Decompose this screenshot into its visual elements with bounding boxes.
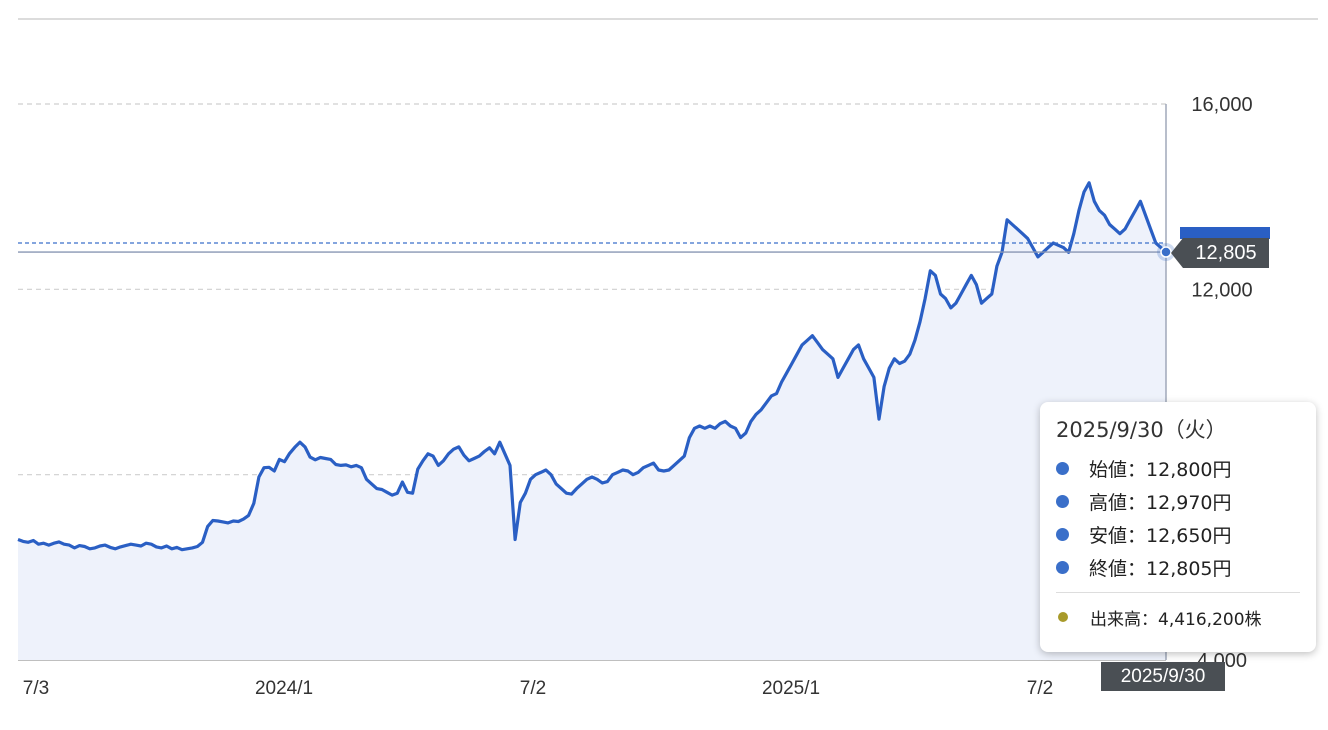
price-area [18, 182, 1166, 661]
tooltip-volume-row: 出来高： 4,416,200株 [1056, 599, 1300, 635]
open-dot-icon [1056, 462, 1069, 475]
x-tick-label: 2025/1 [762, 678, 820, 699]
low-label: 安値 [1089, 525, 1128, 547]
tooltip-date: 2025/9/30（火） [1056, 418, 1227, 442]
series-line [17, 181, 1168, 552]
crosshair [18, 104, 1270, 660]
close-label: 終値 [1089, 558, 1128, 580]
close-dot-icon [1056, 561, 1069, 574]
tooltip-low-row: 安値： 12,650円 [1056, 518, 1300, 551]
tooltip-open-row: 始値： 12,800円 [1056, 452, 1300, 485]
x-tick-label: 7/2 [520, 678, 546, 699]
last-point-marker [1157, 243, 1175, 262]
x-tick-label: 7/2 [1027, 678, 1053, 699]
high-value: 12,970円 [1146, 492, 1232, 514]
volume-dot-icon [1058, 612, 1068, 622]
tooltip-close-row: 終値： 12,805円 [1056, 551, 1300, 584]
price-line [17, 181, 1168, 552]
tooltip-separator [1056, 592, 1300, 593]
x-tick-label: 7/3 [23, 678, 49, 699]
y-tick-label: 12,000 [1191, 279, 1252, 301]
x-axis-ticks: 7/3 2024/1 7/2 2025/1 7/2 [23, 678, 1053, 699]
high-label: 高値 [1089, 492, 1128, 514]
low-dot-icon [1056, 528, 1069, 541]
x-tick-label: 2024/1 [255, 678, 313, 699]
current-price-tag: 12,805 [1171, 238, 1269, 268]
area-fill [18, 182, 1166, 661]
close-value: 12,805円 [1146, 558, 1232, 580]
crosshair-date-tag: 2025/9/30 [1101, 662, 1225, 691]
y-tick-label: 16,000 [1191, 94, 1252, 116]
price-tag-underlay [1180, 227, 1270, 239]
low-value: 12,650円 [1146, 525, 1232, 547]
volume-value: 4,416,200株 [1158, 609, 1262, 630]
tooltip-high-row: 高値： 12,970円 [1056, 485, 1300, 518]
volume-label: 出来高 [1090, 609, 1141, 630]
ohlc-tooltip: 2025/9/30（火） 始値： 12,800円 高値： 12,970円 安値： 12… [1040, 402, 1316, 652]
high-dot-icon [1056, 495, 1069, 508]
marker-dot [1160, 246, 1172, 258]
open-label: 始値 [1089, 459, 1128, 481]
open-value: 12,800円 [1146, 459, 1232, 481]
